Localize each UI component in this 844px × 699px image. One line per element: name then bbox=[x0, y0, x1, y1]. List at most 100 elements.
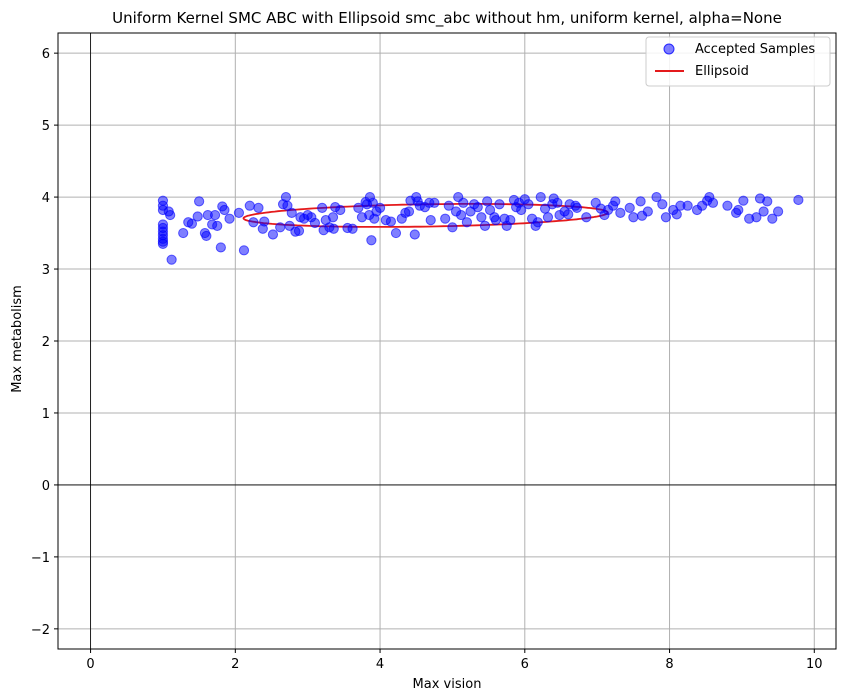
x-tick-label: 10 bbox=[806, 657, 823, 672]
scatter-point bbox=[275, 222, 286, 233]
scatter-point bbox=[581, 212, 592, 223]
scatter-point bbox=[615, 207, 626, 219]
scatter-point bbox=[280, 191, 292, 203]
scatter-point bbox=[385, 216, 397, 227]
scatter-point bbox=[773, 206, 784, 217]
scatter-point bbox=[505, 215, 516, 226]
scatter-point bbox=[286, 207, 297, 219]
scatter-point bbox=[516, 204, 527, 216]
scatter-point bbox=[628, 212, 639, 223]
y-axis-label: Max metabolism bbox=[10, 285, 25, 393]
scatter-point bbox=[660, 212, 672, 223]
scatter-point bbox=[267, 229, 279, 240]
scatter-point bbox=[353, 202, 364, 213]
scatter-point bbox=[476, 212, 487, 223]
scatter-point bbox=[642, 206, 653, 217]
scatter-point bbox=[624, 202, 635, 213]
y-tick-label: −1 bbox=[31, 551, 50, 566]
legend-frame bbox=[645, 36, 831, 87]
chart-title: Uniform Kernel SMC ABC with Ellipsoid sm… bbox=[112, 9, 782, 28]
scatter-point bbox=[366, 235, 377, 246]
scatter-point bbox=[671, 209, 682, 220]
scatter-point bbox=[738, 195, 749, 206]
scatter-point bbox=[165, 209, 176, 221]
scatter-point bbox=[178, 227, 189, 239]
scatter-point bbox=[494, 199, 505, 210]
legend: Accepted Samples Ellipsoid bbox=[645, 36, 831, 87]
scatter-point bbox=[523, 199, 534, 210]
scatter-point bbox=[479, 220, 491, 231]
scatter-point bbox=[215, 242, 226, 253]
scatter-point bbox=[651, 191, 662, 203]
scatter-point bbox=[224, 213, 235, 224]
y-tick-label: −2 bbox=[31, 623, 50, 638]
scatter-point bbox=[253, 202, 264, 213]
legend-label-samples: Accepted Samples bbox=[695, 42, 815, 57]
scatter-point bbox=[293, 225, 305, 236]
scatter-point bbox=[767, 213, 778, 224]
scatter-point bbox=[328, 223, 339, 234]
scatter-point bbox=[425, 215, 436, 226]
scatter-point bbox=[610, 196, 621, 207]
scatter-point bbox=[238, 245, 250, 256]
y-tick-label: 2 bbox=[42, 335, 50, 350]
scatter-point bbox=[758, 206, 769, 217]
scatter-point bbox=[707, 197, 719, 208]
scatter-point bbox=[443, 200, 454, 211]
scatter-point bbox=[722, 200, 733, 211]
x-tick-label: 6 bbox=[521, 657, 529, 672]
scatter-point bbox=[244, 200, 255, 211]
x-tick-label: 2 bbox=[231, 657, 239, 672]
x-tick-label: 4 bbox=[376, 657, 384, 672]
scatter-point bbox=[733, 204, 744, 216]
scatter-point bbox=[482, 196, 493, 207]
scatter-point bbox=[751, 212, 762, 223]
scatter-point bbox=[317, 202, 328, 213]
scatter-point bbox=[157, 238, 169, 249]
scatter-point bbox=[429, 197, 440, 208]
scatter-point bbox=[458, 197, 469, 208]
y-tick-label: 1 bbox=[42, 407, 50, 422]
scatter-point bbox=[209, 209, 221, 221]
scatter-points bbox=[157, 191, 804, 265]
scatter-point bbox=[201, 230, 212, 242]
x-axis-label: Max vision bbox=[413, 677, 482, 692]
scatter-point bbox=[793, 194, 804, 206]
y-tick-label: 3 bbox=[42, 263, 50, 278]
scatter-point bbox=[335, 204, 346, 216]
scatter-point bbox=[456, 209, 467, 221]
scatter-point bbox=[461, 217, 473, 228]
scatter-point bbox=[233, 207, 245, 219]
scatter-point bbox=[552, 197, 563, 208]
scatter-point bbox=[248, 217, 259, 228]
scatter-point bbox=[212, 220, 223, 231]
scatter-point bbox=[403, 206, 415, 217]
y-tick-label: 4 bbox=[42, 191, 50, 206]
y-tick-label: 6 bbox=[42, 47, 50, 62]
scatter-point bbox=[309, 217, 321, 229]
scatter-point bbox=[409, 229, 420, 240]
grid bbox=[58, 33, 836, 649]
scatter-point bbox=[347, 223, 358, 234]
scatter-point bbox=[192, 211, 203, 222]
scatter-point bbox=[635, 196, 646, 207]
scatter-point bbox=[390, 227, 402, 239]
x-tick-label: 8 bbox=[665, 657, 673, 672]
scatter-point bbox=[563, 209, 574, 220]
scatter-point bbox=[259, 216, 270, 227]
scatter-point bbox=[374, 202, 386, 213]
scatter-point bbox=[535, 191, 546, 203]
scatter-point bbox=[682, 200, 693, 211]
scatter-point bbox=[447, 222, 458, 233]
scatter-point bbox=[542, 212, 554, 223]
scatter-point bbox=[219, 204, 230, 216]
scatter-point bbox=[327, 212, 339, 223]
scatter-point bbox=[367, 197, 378, 208]
scatter-point bbox=[532, 217, 543, 228]
y-tick-label: 0 bbox=[42, 479, 50, 494]
scatter-point bbox=[440, 213, 451, 224]
scatter-point bbox=[186, 218, 197, 229]
scatter-point bbox=[490, 215, 501, 226]
y-tick-label: 5 bbox=[42, 119, 50, 134]
